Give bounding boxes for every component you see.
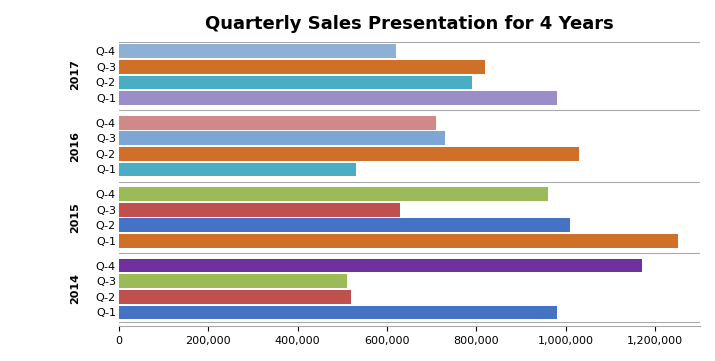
- Bar: [119, 147, 579, 161]
- Title: Quarterly Sales Presentation for 4 Years: Quarterly Sales Presentation for 4 Years: [205, 15, 613, 33]
- Bar: [119, 91, 557, 105]
- Bar: [119, 203, 400, 217]
- Bar: [119, 218, 571, 232]
- Bar: [119, 259, 642, 273]
- Bar: [119, 274, 347, 288]
- Text: 2017: 2017: [70, 59, 80, 90]
- Text: 2014: 2014: [70, 274, 80, 304]
- Text: 2016: 2016: [70, 131, 80, 162]
- Bar: [119, 75, 472, 89]
- Bar: [119, 116, 436, 130]
- Bar: [119, 60, 485, 74]
- Bar: [119, 234, 678, 248]
- Bar: [119, 162, 356, 176]
- Bar: [119, 305, 557, 319]
- Text: 2015: 2015: [70, 202, 80, 233]
- Bar: [119, 131, 445, 145]
- Bar: [119, 290, 351, 304]
- Bar: [119, 187, 548, 201]
- Bar: [119, 44, 396, 58]
